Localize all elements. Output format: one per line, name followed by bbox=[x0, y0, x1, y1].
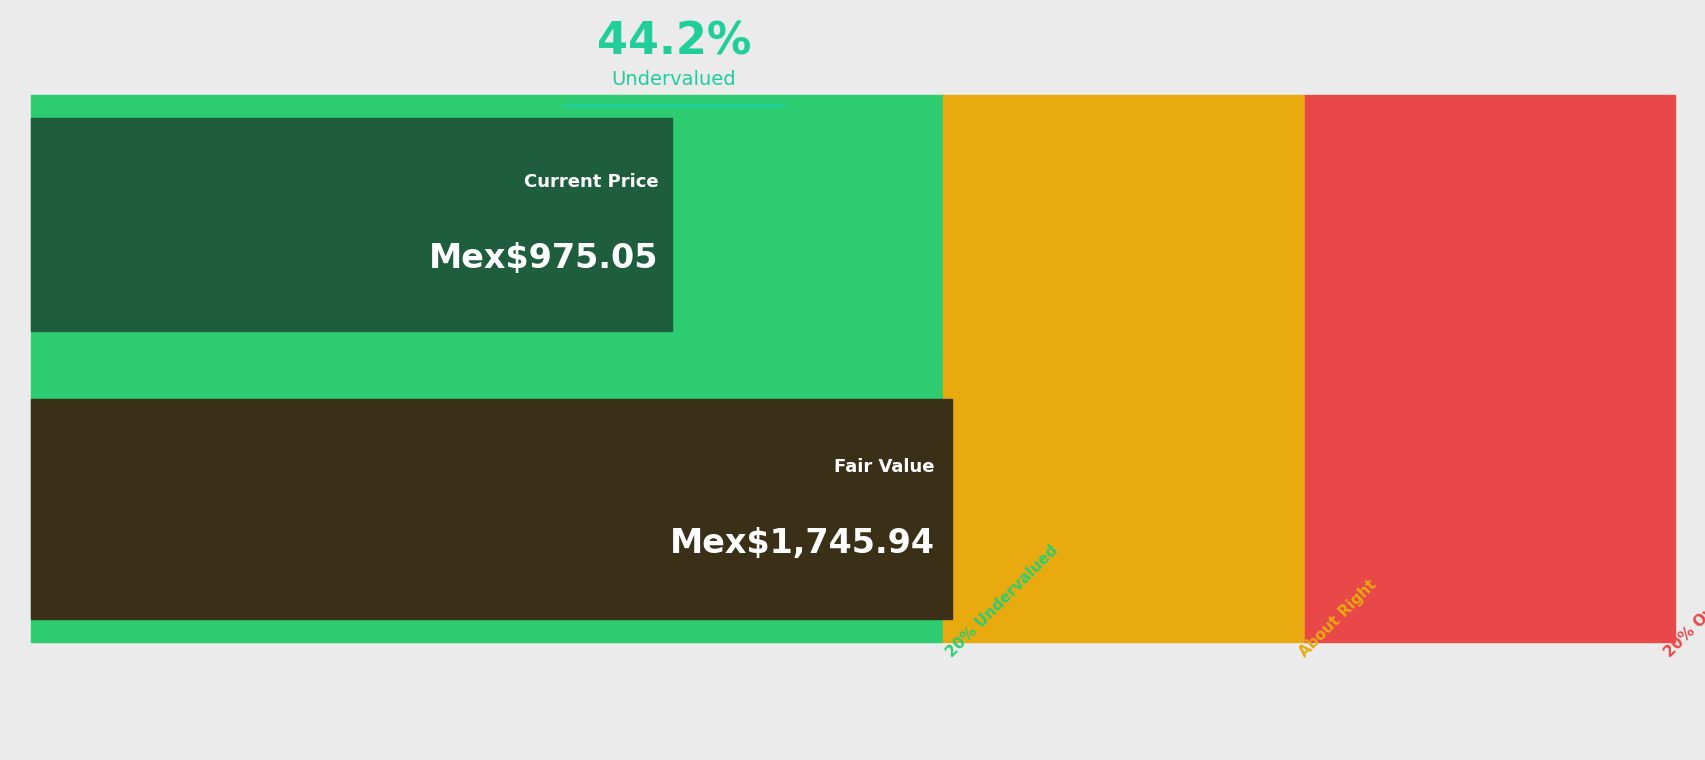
Bar bbox=[943, 95, 1304, 353]
Bar bbox=[943, 376, 1304, 642]
Text: Fair Value: Fair Value bbox=[834, 458, 934, 477]
Bar bbox=[1304, 353, 1674, 376]
Bar bbox=[31, 95, 943, 353]
Bar bbox=[31, 376, 943, 642]
Bar bbox=[31, 353, 943, 376]
Bar bbox=[943, 353, 1304, 376]
Text: 20% Overvalued: 20% Overvalued bbox=[1661, 551, 1705, 660]
Text: Mex$1,745.94: Mex$1,745.94 bbox=[670, 527, 934, 560]
Text: About Right: About Right bbox=[1296, 578, 1379, 660]
Bar bbox=[31, 399, 951, 619]
Bar bbox=[31, 118, 672, 331]
Bar bbox=[1304, 95, 1674, 353]
Text: Mex$975.05: Mex$975.05 bbox=[428, 242, 658, 275]
Text: 44.2%: 44.2% bbox=[597, 21, 750, 63]
Bar bbox=[1304, 376, 1674, 642]
Text: 20% Undervalued: 20% Undervalued bbox=[943, 543, 1061, 660]
Text: Current Price: Current Price bbox=[523, 173, 658, 192]
Text: Undervalued: Undervalued bbox=[610, 70, 737, 89]
